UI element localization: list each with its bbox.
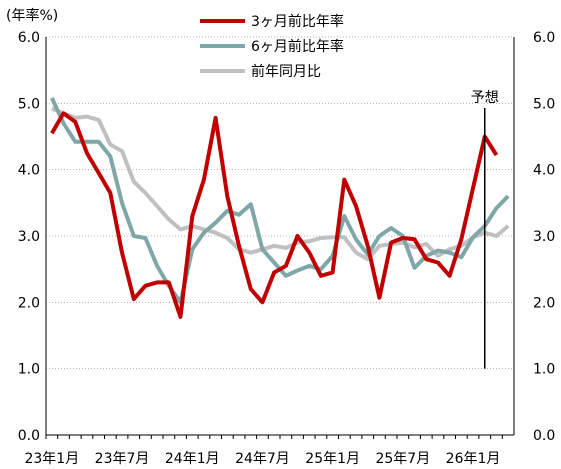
y-tick-label-right: 1.0 [533, 362, 555, 378]
x-tick-label: 23年7月 [95, 451, 150, 467]
y-tick-label-right: 3.0 [533, 229, 555, 245]
y-tick-label-left: 3.0 [18, 229, 40, 245]
series-line-2 [51, 106, 510, 262]
series-line-1 [50, 97, 510, 305]
y-ticks-left: 0.0 1.0 2.0 3.0 4.0 5.0 6.0 [18, 30, 40, 444]
x-tick-label: 26年1月 [446, 451, 501, 467]
y-tick-label-right: 2.0 [533, 295, 555, 311]
series-line-0 [50, 111, 499, 319]
y-tick-label-left: 5.0 [18, 96, 40, 112]
y-tick-label-right: 5.0 [533, 96, 555, 112]
y-tick-label-left: 2.0 [18, 295, 40, 311]
legend-label-1: 6ヶ月前比年率 [251, 38, 344, 55]
y-tick-label-left: 4.0 [18, 163, 40, 179]
x-tick-label: 25年7月 [375, 451, 430, 467]
x-tick-label: 25年1月 [305, 451, 360, 467]
y-tick-label-left: 0.0 [18, 428, 40, 444]
forecast-label: 予想 [471, 90, 499, 106]
y-tick-label-right: 0.0 [533, 428, 555, 444]
legend-label-0: 3ヶ月前比年率 [251, 13, 344, 30]
axes [45, 37, 515, 439]
x-tick-label: 23年1月 [24, 451, 79, 467]
legend-label-2: 前年同月比 [251, 63, 321, 80]
forecast-annotation: 予想 [471, 90, 499, 369]
y-tick-label-left: 1.0 [18, 362, 40, 378]
y-tick-label-left: 6.0 [18, 30, 40, 46]
y-tick-label-right: 4.0 [533, 163, 555, 179]
series-lines [50, 97, 510, 319]
x-ticks: 23年1月 23年7月 24年1月 24年7月 25年1月 25年7月 26年1月 [24, 451, 500, 467]
y-tick-label-right: 6.0 [533, 30, 555, 46]
x-tick-label: 24年1月 [165, 451, 220, 467]
grid [46, 36, 514, 370]
y-ticks-right: 0.0 1.0 2.0 3.0 4.0 5.0 6.0 [533, 30, 555, 444]
y-axis-label: (年率%) [6, 7, 58, 24]
x-tick-label: 24年7月 [235, 451, 290, 467]
